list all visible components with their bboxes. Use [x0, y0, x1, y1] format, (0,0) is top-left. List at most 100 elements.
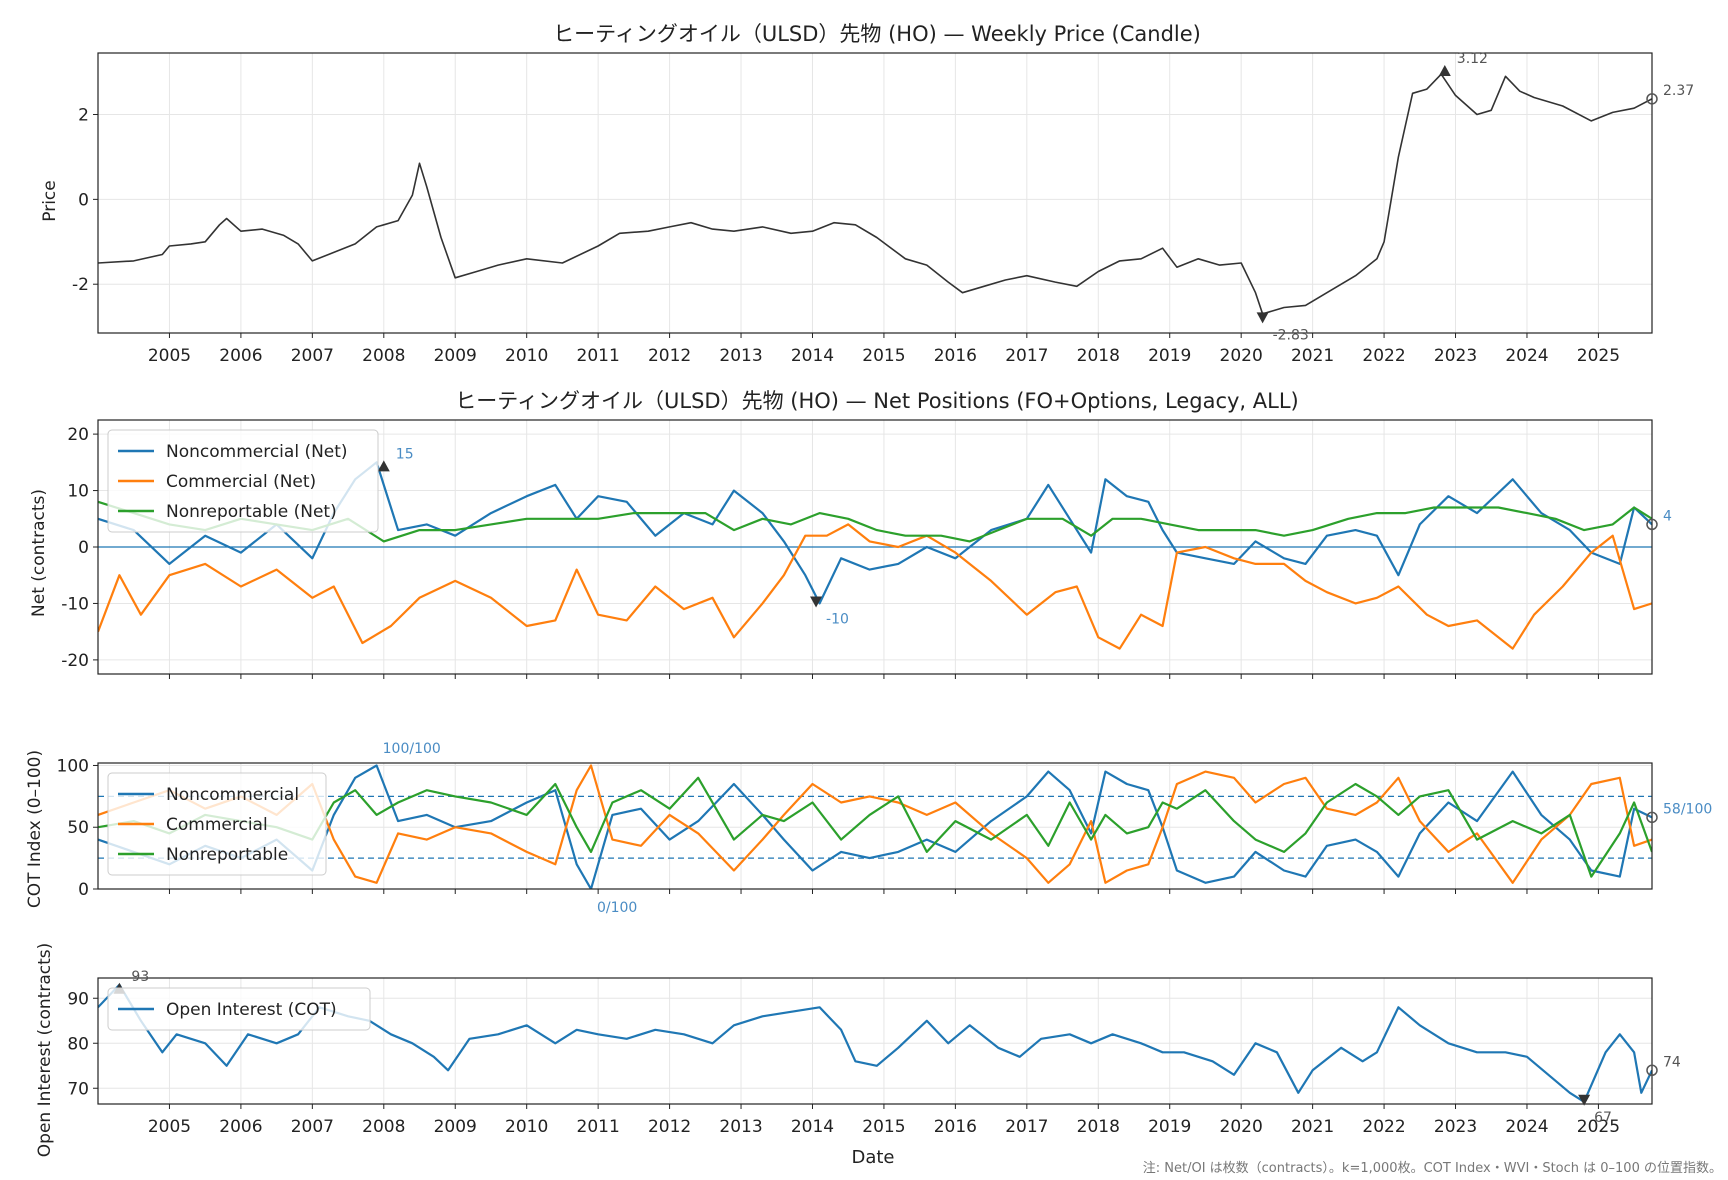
y-tick-label: 20 [67, 425, 89, 445]
x-tick-label: 2007 [291, 346, 334, 366]
annotation-label: 58/100 [1663, 801, 1712, 817]
legend-box [107, 987, 371, 1031]
min-marker [1578, 1094, 1591, 1106]
y-tick-label: 10 [67, 482, 89, 502]
y-tick-label: -10 [61, 594, 89, 614]
x-tick-label: 2006 [219, 346, 262, 366]
x-tick-label: 2013 [719, 346, 762, 366]
x-tick-label: 2024 [1505, 1117, 1548, 1137]
x-tick-label: 2008 [362, 346, 405, 366]
x-tick-label: 2016 [934, 1117, 977, 1137]
x-tick-label: 2011 [577, 1117, 620, 1137]
legend-box [107, 772, 327, 876]
x-tick-label: 2023 [1434, 346, 1477, 366]
annotation-label: 0/100 [597, 900, 637, 916]
x-tick-label: 2005 [148, 1117, 191, 1137]
max-marker [377, 460, 390, 472]
x-tick-label: 2018 [1077, 346, 1120, 366]
series-line-commercial-net [98, 523, 1652, 650]
x-tick-label: 2022 [1362, 346, 1405, 366]
annotation-label: 4 [1663, 508, 1672, 524]
y-tick-label: 0 [78, 538, 89, 558]
footer-note: 注: Net/OI は枚数（contracts）。k=1,000枚。COT In… [1143, 1161, 1722, 1176]
y-tick-label: -20 [61, 651, 89, 671]
annotation-label: 67 [1594, 1110, 1612, 1126]
x-axis-label: Date [851, 1147, 894, 1168]
annotation-label: 93 [131, 969, 149, 985]
plot-frame [97, 977, 1653, 1105]
x-tick-label: 2019 [1148, 1117, 1191, 1137]
last-value-marker [1646, 518, 1658, 531]
x-tick-label: 2025 [1577, 1117, 1620, 1137]
legend-label: Commercial [166, 815, 268, 835]
x-tick-label: 2012 [648, 1117, 691, 1137]
legend-label: Nonreportable (Net) [166, 502, 337, 522]
net-positions-chart-title: ヒーティングオイル（ULSD）先物 (HO) — Net Positions (… [455, 389, 1298, 413]
min-marker [1256, 312, 1269, 324]
last-value-marker [1646, 1064, 1658, 1076]
x-tick-label: 2006 [219, 1117, 262, 1137]
annotation-label: 2.37 [1663, 83, 1694, 99]
min-marker [810, 596, 823, 608]
open-interest-panel: Open Interest (contracts) 70 80 90 2005 2006… [35, 943, 1681, 1157]
x-tick-label: 2019 [1148, 346, 1191, 366]
y-tick-label: 80 [67, 1034, 89, 1054]
x-tick-label: 2010 [505, 1117, 548, 1137]
legend-label: Noncommercial (Net) [166, 442, 348, 462]
y-tick-label: 2 [78, 106, 89, 126]
x-tick-label: 2015 [862, 346, 905, 366]
x-tick-label: 2020 [1220, 1117, 1263, 1137]
series-line-nonreportable-net [98, 500, 1652, 543]
x-tick-label: 2007 [291, 1117, 334, 1137]
y-tick-label: 0 [78, 190, 89, 210]
x-tick-label: 2024 [1505, 346, 1548, 366]
x-tick-label: 2014 [791, 346, 834, 366]
y-tick-label: -2 [72, 275, 89, 295]
y-tick-label: 100 [57, 756, 89, 776]
x-tick-label: 2013 [719, 1117, 762, 1137]
x-tick-label: 2025 [1577, 346, 1620, 366]
x-tick-label: 2008 [362, 1117, 405, 1137]
net-positions-panel: ヒーティングオイル（ULSD）先物 (HO) — Net Positions (… [29, 389, 1672, 679]
net-y-axis-label: Net (contracts) [29, 489, 49, 617]
annotation-label: -2.83 [1273, 327, 1309, 343]
y-tick-label: 70 [67, 1079, 89, 1099]
x-tick-label: 2021 [1291, 346, 1334, 366]
legend-box [107, 429, 379, 533]
x-tick-label: 2023 [1434, 1117, 1477, 1137]
x-tick-label: 2017 [1005, 1117, 1048, 1137]
series-line-commercial [98, 764, 1652, 884]
price-chart-title: ヒーティングオイル（ULSD）先物 (HO) — Weekly Price (C… [553, 22, 1201, 46]
legend-label: Noncommercial [166, 785, 299, 805]
last-value-marker [1646, 811, 1658, 824]
legend-label: Open Interest (COT) [166, 1000, 337, 1020]
x-tick-label: 2021 [1291, 1117, 1334, 1137]
x-tick-label: 2009 [434, 1117, 477, 1137]
x-tick-label: 2012 [648, 346, 691, 366]
price-panel: ヒーティングオイル（ULSD）先物 (HO) — Weekly Price (C… [40, 22, 1694, 366]
legend-label: Nonreportable [166, 845, 288, 865]
cot-index-panel: COT Index (0–100) 0 50 100 100/100 0/100 58/1… [25, 741, 1712, 916]
series-line-nonreportable [98, 776, 1652, 878]
max-marker [1438, 65, 1451, 76]
y-tick-label: 90 [67, 989, 89, 1009]
x-tick-label: 2018 [1077, 1117, 1120, 1137]
annotation-label: 100/100 [383, 741, 441, 757]
x-tick-label: 2016 [934, 346, 977, 366]
legend-label: Commercial (Net) [166, 472, 316, 492]
annotation-label: 15 [396, 446, 414, 462]
x-tick-label: 2015 [862, 1117, 905, 1137]
last-value-marker [1646, 93, 1658, 105]
plot-frame [97, 52, 1653, 334]
annotation-label: 3.12 [1457, 51, 1488, 67]
annotation-label: -10 [826, 611, 849, 627]
series-line-noncommercial [98, 764, 1652, 889]
x-tick-label: 2017 [1005, 346, 1048, 366]
x-tick-label: 2022 [1362, 1117, 1405, 1137]
x-tick-label: 2020 [1220, 346, 1263, 366]
x-tick-label: 2005 [148, 346, 191, 366]
x-tick-label: 2014 [791, 1117, 834, 1137]
oi-y-axis-label: Open Interest (contracts) [35, 943, 55, 1157]
x-tick-label: 2010 [505, 346, 548, 366]
